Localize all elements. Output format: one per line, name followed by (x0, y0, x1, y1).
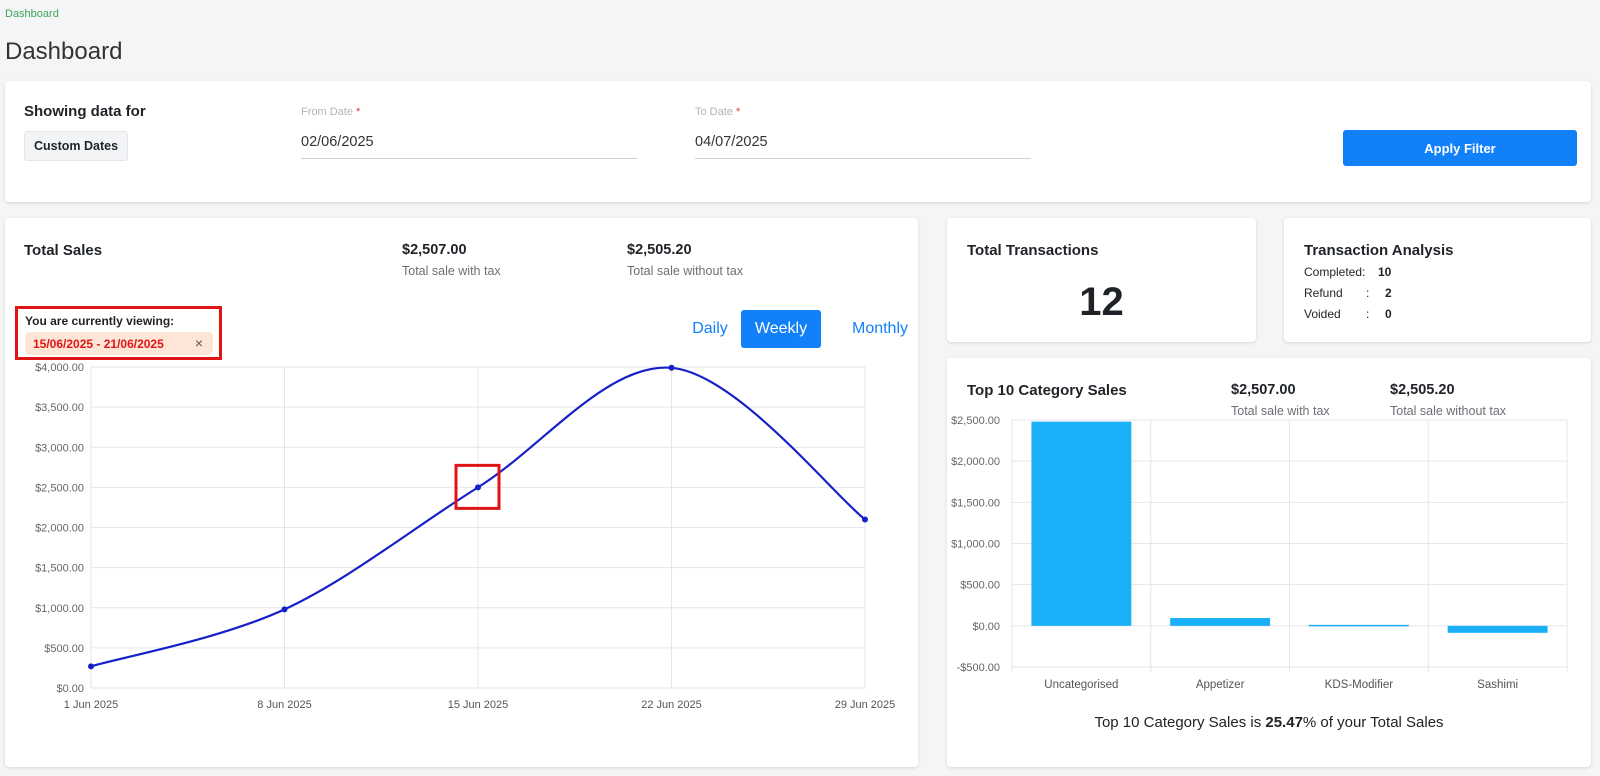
x-tick-label: KDS-Modifier (1325, 679, 1394, 691)
highlighted-point-marker (454, 463, 501, 510)
date-filter-card: Showing data for Custom Dates From Date … (5, 81, 1591, 202)
tab-weekly[interactable]: Weekly (741, 310, 821, 348)
from-date-field: From Date * (301, 106, 637, 159)
x-tick-label: 29 Jun 2025 (835, 699, 896, 711)
viewing-range-chip: 15/06/2025 - 21/06/2025 × (25, 332, 213, 355)
y-tick-label: $1,500.00 (35, 563, 84, 575)
total-transactions-card: Total Transactions 12 (947, 218, 1256, 342)
x-tick-label: Appetizer (1196, 679, 1245, 691)
analysis-label: Refund (1304, 286, 1343, 300)
data-point (475, 484, 481, 491)
x-tick-label: 1 Jun 2025 (64, 699, 118, 711)
viewing-indicator: You are currently viewing: 15/06/2025 - … (15, 306, 222, 360)
total-transactions-title: Total Transactions (967, 242, 1099, 259)
viewing-range: 15/06/2025 - 21/06/2025 (33, 337, 164, 351)
analysis-value: 10 (1378, 265, 1392, 279)
y-tick-label: $1,000.00 (951, 539, 1000, 551)
x-tick-label: Uncategorised (1044, 679, 1118, 691)
sales-without-tax-label: Total sale without tax (627, 264, 744, 278)
analysis-separator: : (1366, 307, 1370, 321)
y-tick-label: $2,000.00 (35, 523, 84, 535)
filter-title: Showing data for (24, 103, 146, 120)
analysis-separator: : (1362, 265, 1366, 279)
x-tick-label: Sashimi (1477, 679, 1518, 691)
y-tick-label: $2,000.00 (951, 456, 1000, 468)
y-tick-label: $2,500.00 (35, 482, 84, 494)
date-mode-select[interactable]: Custom Dates (24, 131, 129, 161)
y-tick-label: $3,500.00 (35, 402, 84, 414)
y-tick-label: $3,000.00 (35, 442, 84, 454)
tab-daily[interactable]: Daily (692, 320, 728, 337)
required-mark: * (356, 106, 361, 118)
y-tick-label: $2,500.00 (951, 415, 1000, 427)
breadcrumb[interactable]: Dashboard (5, 8, 59, 20)
data-point (88, 663, 94, 670)
analysis-value: 0 (1385, 307, 1392, 321)
transaction-analysis-card: Transaction Analysis Completed: 10 Refun… (1284, 218, 1591, 342)
total-sales-card: Total Sales $2,507.00 Total sale with ta… (5, 218, 918, 767)
analysis-row-voided: Voided : 0 (1304, 307, 1424, 321)
analysis-value: 2 (1385, 286, 1392, 300)
category-share-summary: Top 10 Category Sales is 25.47% of your … (947, 714, 1591, 731)
page-title: Dashboard (5, 38, 123, 65)
y-tick-label: $0.00 (972, 621, 1000, 633)
total-sales-title: Total Sales (24, 242, 103, 259)
sales-with-tax-value: $2,507.00 (402, 242, 467, 258)
category-bar (1170, 618, 1271, 626)
apply-filter-button[interactable]: Apply Filter (1343, 130, 1577, 166)
y-tick-label: $500.00 (960, 580, 1000, 592)
sales-with-tax-label: Total sale with tax (402, 264, 501, 278)
category-bar (1447, 625, 1548, 633)
clear-range-icon[interactable]: × (194, 335, 203, 351)
y-tick-label: $1,500.00 (951, 497, 1000, 509)
summary-percent: 25.47 (1265, 714, 1303, 731)
category-with-tax-label: Total sale with tax (1231, 404, 1330, 418)
from-date-input[interactable] (301, 132, 637, 159)
to-date-input[interactable] (695, 132, 1031, 159)
sales-without-tax-value: $2,505.20 (627, 242, 692, 258)
data-point (281, 606, 288, 613)
required-mark: * (735, 106, 741, 118)
analysis-label: Completed (1304, 265, 1363, 279)
analysis-separator: : (1366, 286, 1370, 300)
viewing-label: You are currently viewing: (25, 314, 175, 328)
x-tick-label: 22 Jun 2025 (641, 699, 702, 711)
summary-prefix: Top 10 Category Sales is (1094, 714, 1266, 731)
y-tick-label: -$500.00 (957, 662, 1000, 674)
y-tick-label: $0.00 (56, 683, 84, 695)
transaction-count: 12 (1079, 280, 1124, 324)
category-bar (1031, 421, 1132, 626)
category-without-tax-label: Total sale without tax (1390, 404, 1507, 418)
category-with-tax-value: $2,507.00 (1231, 382, 1296, 398)
analysis-label: Voided (1304, 307, 1341, 321)
from-date-label: From Date (301, 106, 353, 118)
y-tick-label: $1,000.00 (35, 603, 84, 615)
category-sales-card: Top 10 Category Sales $2,507.00 Total sa… (947, 358, 1591, 767)
analysis-row-completed: Completed: 10 (1304, 265, 1424, 279)
analysis-row-refund: Refund : 2 (1304, 286, 1424, 300)
data-point (862, 516, 868, 523)
to-date-label: To Date (695, 106, 733, 118)
transaction-analysis-title: Transaction Analysis (1304, 242, 1454, 259)
category-sales-title: Top 10 Category Sales (967, 382, 1127, 399)
sales-line-chart: $0.00 $500.00 $1,000.00 $1,500.00 $2,000.00 $… (35, 362, 896, 711)
x-tick-label: 8 Jun 2025 (257, 699, 311, 711)
summary-suffix: % of your Total Sales (1302, 714, 1444, 731)
tab-monthly[interactable]: Monthly (851, 320, 909, 337)
category-bar-chart: -$500.00 $0.00 $500.00 $1,000.00 $1,500.00 $2… (951, 415, 1568, 691)
category-without-tax-value: $2,505.20 (1390, 382, 1455, 398)
y-tick-label: $4,000.00 (35, 362, 84, 374)
y-tick-label: $500.00 (44, 643, 84, 655)
to-date-field: To Date * (695, 106, 1031, 159)
x-tick-label: 15 Jun 2025 (448, 699, 509, 711)
category-bar (1308, 624, 1409, 627)
data-point (668, 364, 675, 371)
